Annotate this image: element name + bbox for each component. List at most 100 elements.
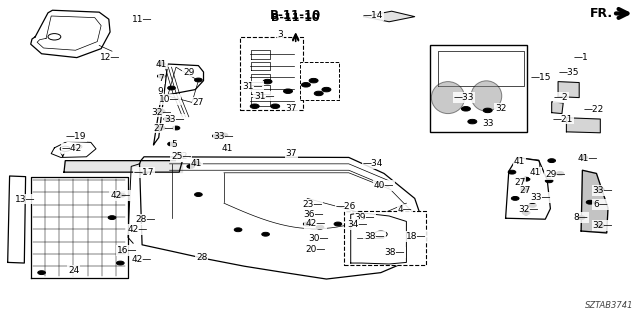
- Text: 29—: 29—: [545, 170, 566, 179]
- Text: 8—: 8—: [573, 213, 589, 222]
- Text: 3: 3: [278, 30, 283, 39]
- Circle shape: [556, 172, 564, 175]
- Text: —2: —2: [554, 93, 568, 102]
- Text: 13—: 13—: [15, 195, 36, 204]
- Text: 31—: 31—: [243, 82, 263, 91]
- Text: 38—: 38—: [385, 248, 405, 257]
- Text: 28: 28: [196, 253, 207, 262]
- Circle shape: [168, 86, 175, 90]
- Circle shape: [263, 79, 272, 84]
- Polygon shape: [364, 11, 415, 22]
- Text: 32: 32: [495, 104, 506, 113]
- Text: 33—: 33—: [531, 193, 551, 202]
- Circle shape: [511, 196, 519, 200]
- Bar: [430, 45, 527, 132]
- Polygon shape: [566, 118, 600, 133]
- Ellipse shape: [471, 81, 502, 111]
- Text: 32—: 32—: [518, 205, 538, 214]
- Circle shape: [577, 216, 585, 220]
- Text: 30—: 30—: [308, 234, 328, 243]
- Circle shape: [596, 224, 604, 228]
- Text: 20—: 20—: [305, 245, 326, 254]
- Circle shape: [193, 161, 200, 165]
- Circle shape: [234, 228, 242, 232]
- Circle shape: [284, 89, 292, 93]
- Text: 32: 32: [177, 152, 188, 161]
- Circle shape: [548, 159, 556, 163]
- Circle shape: [172, 126, 180, 130]
- Circle shape: [334, 222, 342, 226]
- Text: B-11-10: B-11-10: [271, 13, 320, 23]
- Circle shape: [179, 154, 186, 158]
- Text: 29: 29: [183, 68, 195, 76]
- Text: 41—: 41—: [577, 154, 598, 163]
- Circle shape: [38, 271, 45, 275]
- Text: 33—: 33—: [164, 115, 185, 124]
- Text: —1: —1: [573, 53, 589, 62]
- Circle shape: [522, 177, 530, 181]
- Text: —17: —17: [134, 168, 154, 177]
- Text: 32—: 32—: [593, 221, 613, 230]
- Text: 32—: 32—: [152, 108, 172, 116]
- Text: 37: 37: [285, 104, 297, 113]
- Text: 41: 41: [191, 159, 202, 168]
- Circle shape: [521, 188, 529, 191]
- Text: —14: —14: [362, 11, 383, 20]
- Bar: [240, 37, 303, 110]
- Text: 41: 41: [530, 168, 541, 177]
- Text: SZTAB3741: SZTAB3741: [585, 301, 634, 310]
- Circle shape: [195, 193, 202, 196]
- Circle shape: [309, 78, 318, 83]
- Circle shape: [468, 119, 477, 124]
- Text: 24: 24: [68, 266, 79, 275]
- Ellipse shape: [431, 82, 465, 114]
- Circle shape: [157, 74, 165, 78]
- Text: —19: —19: [65, 132, 86, 141]
- Text: 37: 37: [285, 149, 297, 158]
- Circle shape: [580, 156, 588, 159]
- Circle shape: [108, 216, 116, 220]
- Circle shape: [545, 179, 553, 183]
- Text: —22: —22: [584, 105, 604, 114]
- Text: 23—: 23—: [302, 200, 323, 209]
- Text: 41: 41: [156, 60, 167, 68]
- Text: 31—: 31—: [254, 92, 275, 100]
- Circle shape: [157, 62, 165, 66]
- Text: 18—: 18—: [406, 232, 426, 241]
- Text: 33—: 33—: [593, 186, 613, 195]
- Circle shape: [586, 200, 594, 204]
- Polygon shape: [558, 82, 579, 98]
- Circle shape: [220, 133, 228, 137]
- Text: —33: —33: [454, 93, 474, 102]
- Circle shape: [522, 211, 530, 215]
- Circle shape: [322, 87, 331, 92]
- Bar: [344, 211, 426, 265]
- Text: 27: 27: [514, 178, 525, 187]
- Circle shape: [157, 126, 165, 130]
- Circle shape: [212, 134, 220, 138]
- Circle shape: [461, 107, 470, 111]
- Text: 34—: 34—: [347, 220, 367, 229]
- Text: 41: 41: [221, 144, 233, 153]
- Text: 10—: 10—: [159, 95, 180, 104]
- Text: 39—: 39—: [355, 213, 375, 222]
- Text: 42—: 42—: [127, 225, 148, 234]
- Text: 42—: 42—: [110, 191, 131, 200]
- Circle shape: [303, 222, 311, 226]
- Circle shape: [596, 188, 604, 191]
- Circle shape: [157, 109, 165, 113]
- Text: 25—: 25—: [171, 152, 191, 161]
- Circle shape: [262, 232, 269, 236]
- Text: FR.: FR.: [590, 7, 613, 20]
- Text: —26: —26: [335, 202, 356, 211]
- Circle shape: [164, 117, 172, 121]
- Text: —34: —34: [363, 159, 383, 168]
- Polygon shape: [552, 102, 563, 114]
- Text: 11—: 11—: [132, 15, 152, 24]
- Text: 27: 27: [519, 186, 531, 195]
- Text: 33: 33: [482, 119, 493, 128]
- Circle shape: [168, 142, 175, 146]
- Text: 4—: 4—: [398, 205, 412, 214]
- Text: 42—: 42—: [305, 220, 326, 228]
- Text: 40—: 40—: [374, 181, 394, 190]
